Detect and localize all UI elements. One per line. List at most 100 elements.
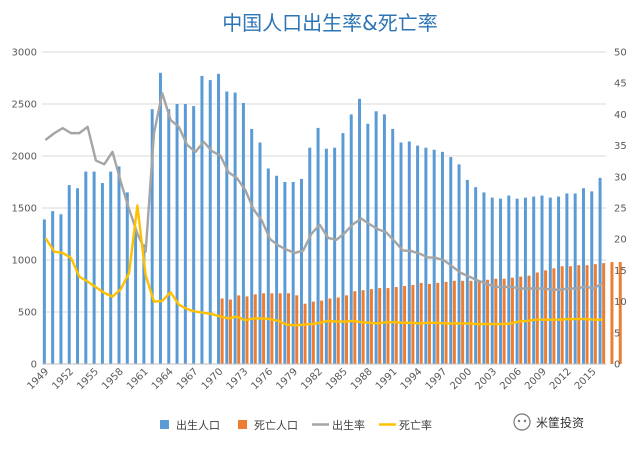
death-bar <box>286 293 290 364</box>
birth-bar <box>507 195 511 364</box>
birth-bar <box>474 187 478 364</box>
x-tick-label: 1952 <box>50 366 76 392</box>
x-tick-label: 2009 <box>523 366 549 392</box>
death-bar <box>610 262 614 364</box>
death-bar <box>361 290 365 364</box>
x-tick-label: 2000 <box>448 366 474 392</box>
birth-bar <box>540 195 544 364</box>
birth-bar <box>192 106 196 364</box>
legend-swatch <box>160 420 169 429</box>
birth-bar <box>532 196 536 364</box>
birth-bar <box>416 145 420 364</box>
birth-bar <box>275 175 279 364</box>
birth-bar <box>341 133 345 364</box>
death-bar <box>568 266 572 364</box>
death-bar <box>560 266 564 364</box>
birth-bar <box>51 211 55 364</box>
death-bar <box>394 287 398 364</box>
birth-bar <box>457 164 461 364</box>
watermark: 米筐投资 <box>513 413 584 431</box>
death-bar <box>585 265 589 364</box>
birth-bar <box>84 171 88 364</box>
birth-bar <box>548 197 552 364</box>
birth-bar <box>308 147 312 364</box>
wechat-icon-eye-left <box>517 419 521 423</box>
birth-bar <box>291 182 295 364</box>
birth-bar <box>59 214 63 364</box>
y-right-tick-label: 0 <box>614 360 620 371</box>
birth-bar <box>482 192 486 364</box>
x-tick-label: 1970 <box>200 366 226 392</box>
chart-title: 中国人口出生率&死亡率 <box>222 11 438 35</box>
birth-bar <box>590 191 594 364</box>
y-right-tick-label: 10 <box>614 297 627 308</box>
y-left-tick-label: 0 <box>31 360 37 371</box>
birth-bar <box>598 177 602 364</box>
wechat-icon-eye-right <box>523 419 527 423</box>
death-bar <box>593 264 597 364</box>
death-bar <box>237 295 241 364</box>
chart-legend: 出生人口 死亡人口 出生率 死亡率 <box>160 418 432 432</box>
birth-bar <box>233 92 237 364</box>
birth-bar <box>366 123 370 364</box>
birth-bar <box>573 193 577 364</box>
birth-bar <box>175 104 179 364</box>
birth-bar <box>258 142 262 364</box>
birth-bar <box>399 142 403 364</box>
birth-bar <box>134 228 138 364</box>
birth-bar <box>142 244 146 364</box>
birth-bar <box>76 188 80 364</box>
birth-bar <box>117 166 121 364</box>
death-bar <box>253 294 257 364</box>
x-tick-label: 1979 <box>274 366 300 392</box>
death-bar <box>311 301 315 364</box>
birth-bar <box>358 98 362 365</box>
y-left-tick-label: 1500 <box>12 204 37 215</box>
death-bar <box>411 284 415 364</box>
birth-bar <box>523 197 527 364</box>
x-tick-label: 1997 <box>424 366 450 392</box>
birth-bar <box>316 127 320 364</box>
y-right-tick-label: 35 <box>614 141 627 152</box>
watermark-text: 米筐投资 <box>536 415 584 430</box>
legend-swatch <box>238 420 247 429</box>
death-bar <box>295 295 299 364</box>
death-bar <box>477 280 481 364</box>
y-left-tick-label: 1000 <box>12 256 37 267</box>
x-tick-label: 1973 <box>225 366 251 392</box>
death-rate-line <box>44 204 604 327</box>
death-bar <box>353 291 357 364</box>
birth-bar <box>557 196 561 364</box>
birth-bar <box>217 73 221 364</box>
death-bar <box>378 288 382 364</box>
y-right-tick-label: 5 <box>614 328 620 339</box>
death-bar <box>386 288 390 364</box>
death-bar <box>369 289 373 364</box>
wechat-icon <box>513 413 531 431</box>
birth-bar <box>515 198 519 364</box>
birth-bar <box>440 151 444 364</box>
death-bar <box>510 277 514 364</box>
birth-bar <box>167 109 171 364</box>
rate-lines <box>44 91 604 327</box>
death-bar <box>245 296 249 364</box>
x-tick-label: 1964 <box>150 366 176 392</box>
birth-bar <box>374 111 378 364</box>
death-bar <box>486 279 490 364</box>
x-tick-label: 2006 <box>498 366 524 392</box>
death-bar <box>577 265 581 364</box>
y-right-tick-label: 30 <box>614 172 627 183</box>
y-right-tick-label: 45 <box>614 79 627 90</box>
y-left-tick-label: 2000 <box>12 152 37 163</box>
birth-bar <box>490 197 494 364</box>
legend-label: 死亡率 <box>399 418 432 432</box>
x-tick-label: 1994 <box>399 366 425 392</box>
x-tick-label: 1961 <box>125 366 151 392</box>
death-bar <box>320 300 324 364</box>
y-left-tick-label: 500 <box>18 308 37 319</box>
x-tick-label: 2003 <box>473 366 499 392</box>
death-bar <box>278 293 282 364</box>
birth-bar <box>100 183 104 364</box>
y-left-tick-label: 3000 <box>12 48 37 59</box>
